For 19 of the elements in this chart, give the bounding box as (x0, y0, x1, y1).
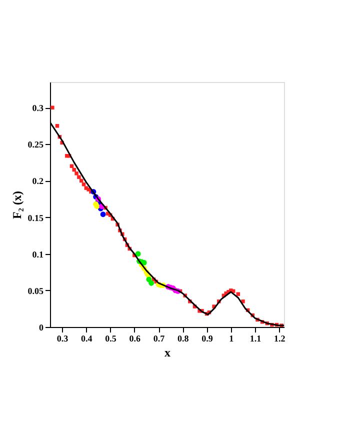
x-tick-label: 0.4 (81, 334, 93, 344)
y-tick-label: 0.05 (28, 286, 44, 296)
x-tick-label: 0.5 (105, 334, 117, 344)
x-tick-label: 1.1 (250, 334, 262, 344)
y-tick-label: 0.3 (32, 103, 44, 114)
y-axis-title: F₂ (x) (10, 191, 24, 219)
y-tick-label: 0 (39, 322, 44, 332)
y-tick-label: 0.2 (32, 176, 44, 186)
x-tick-label: 1 (229, 334, 234, 344)
x-tick-label: 1.2 (274, 334, 286, 344)
y-tick-label: 0.25 (28, 140, 44, 150)
x-tick-label: 0.8 (178, 334, 190, 344)
x-tick-label: 0.3 (56, 334, 69, 344)
y-tick-label: 0.1 (32, 249, 44, 260)
x-tick-label: 0.6 (129, 334, 142, 344)
x-tick-label: 0.9 (202, 334, 214, 344)
y-tick-label: 0.15 (28, 212, 44, 223)
x-tick-label: 0.7 (153, 334, 166, 344)
x-axis-title: x (164, 346, 170, 360)
